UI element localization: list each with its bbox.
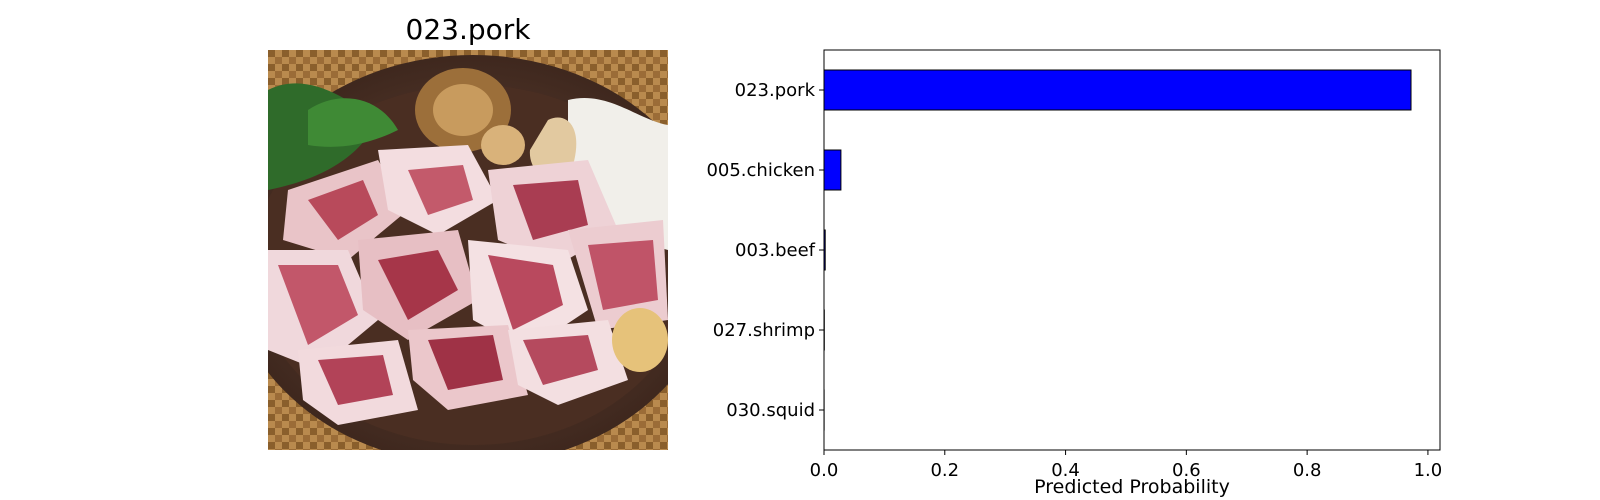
pork-dish-photo bbox=[268, 50, 668, 450]
x-ticks-layer: 0.0 0.2 0.4 0.6 0.8 1.0 bbox=[810, 450, 1443, 481]
image-title: 023.pork bbox=[405, 13, 531, 46]
x-axis-label: Predicted Probability bbox=[1034, 476, 1230, 498]
y-tick-label: 027.shrimp bbox=[713, 320, 815, 341]
x-tick-label: 0.2 bbox=[930, 460, 959, 481]
x-tick-label: 1.0 bbox=[1414, 460, 1443, 481]
y-tick-label: 030.squid bbox=[726, 400, 815, 421]
x-tick-label: 0.8 bbox=[1293, 460, 1322, 481]
x-tick-label: 0.6 bbox=[1172, 460, 1201, 481]
y-tick-label: 023.pork bbox=[735, 80, 816, 101]
bar-005.chicken bbox=[823, 149, 842, 191]
bars-layer bbox=[823, 69, 1412, 431]
bar-023.pork bbox=[823, 69, 1412, 111]
y-tick-label: 003.beef bbox=[735, 240, 816, 261]
x-tick-label: 0.0 bbox=[810, 460, 839, 481]
x-tick-label: 0.4 bbox=[1051, 460, 1080, 481]
y-tick-label: 005.chicken bbox=[706, 160, 815, 181]
y-ticks-layer: 023.pork 005.chicken 003.beef 027.shrimp 030… bbox=[706, 80, 824, 421]
